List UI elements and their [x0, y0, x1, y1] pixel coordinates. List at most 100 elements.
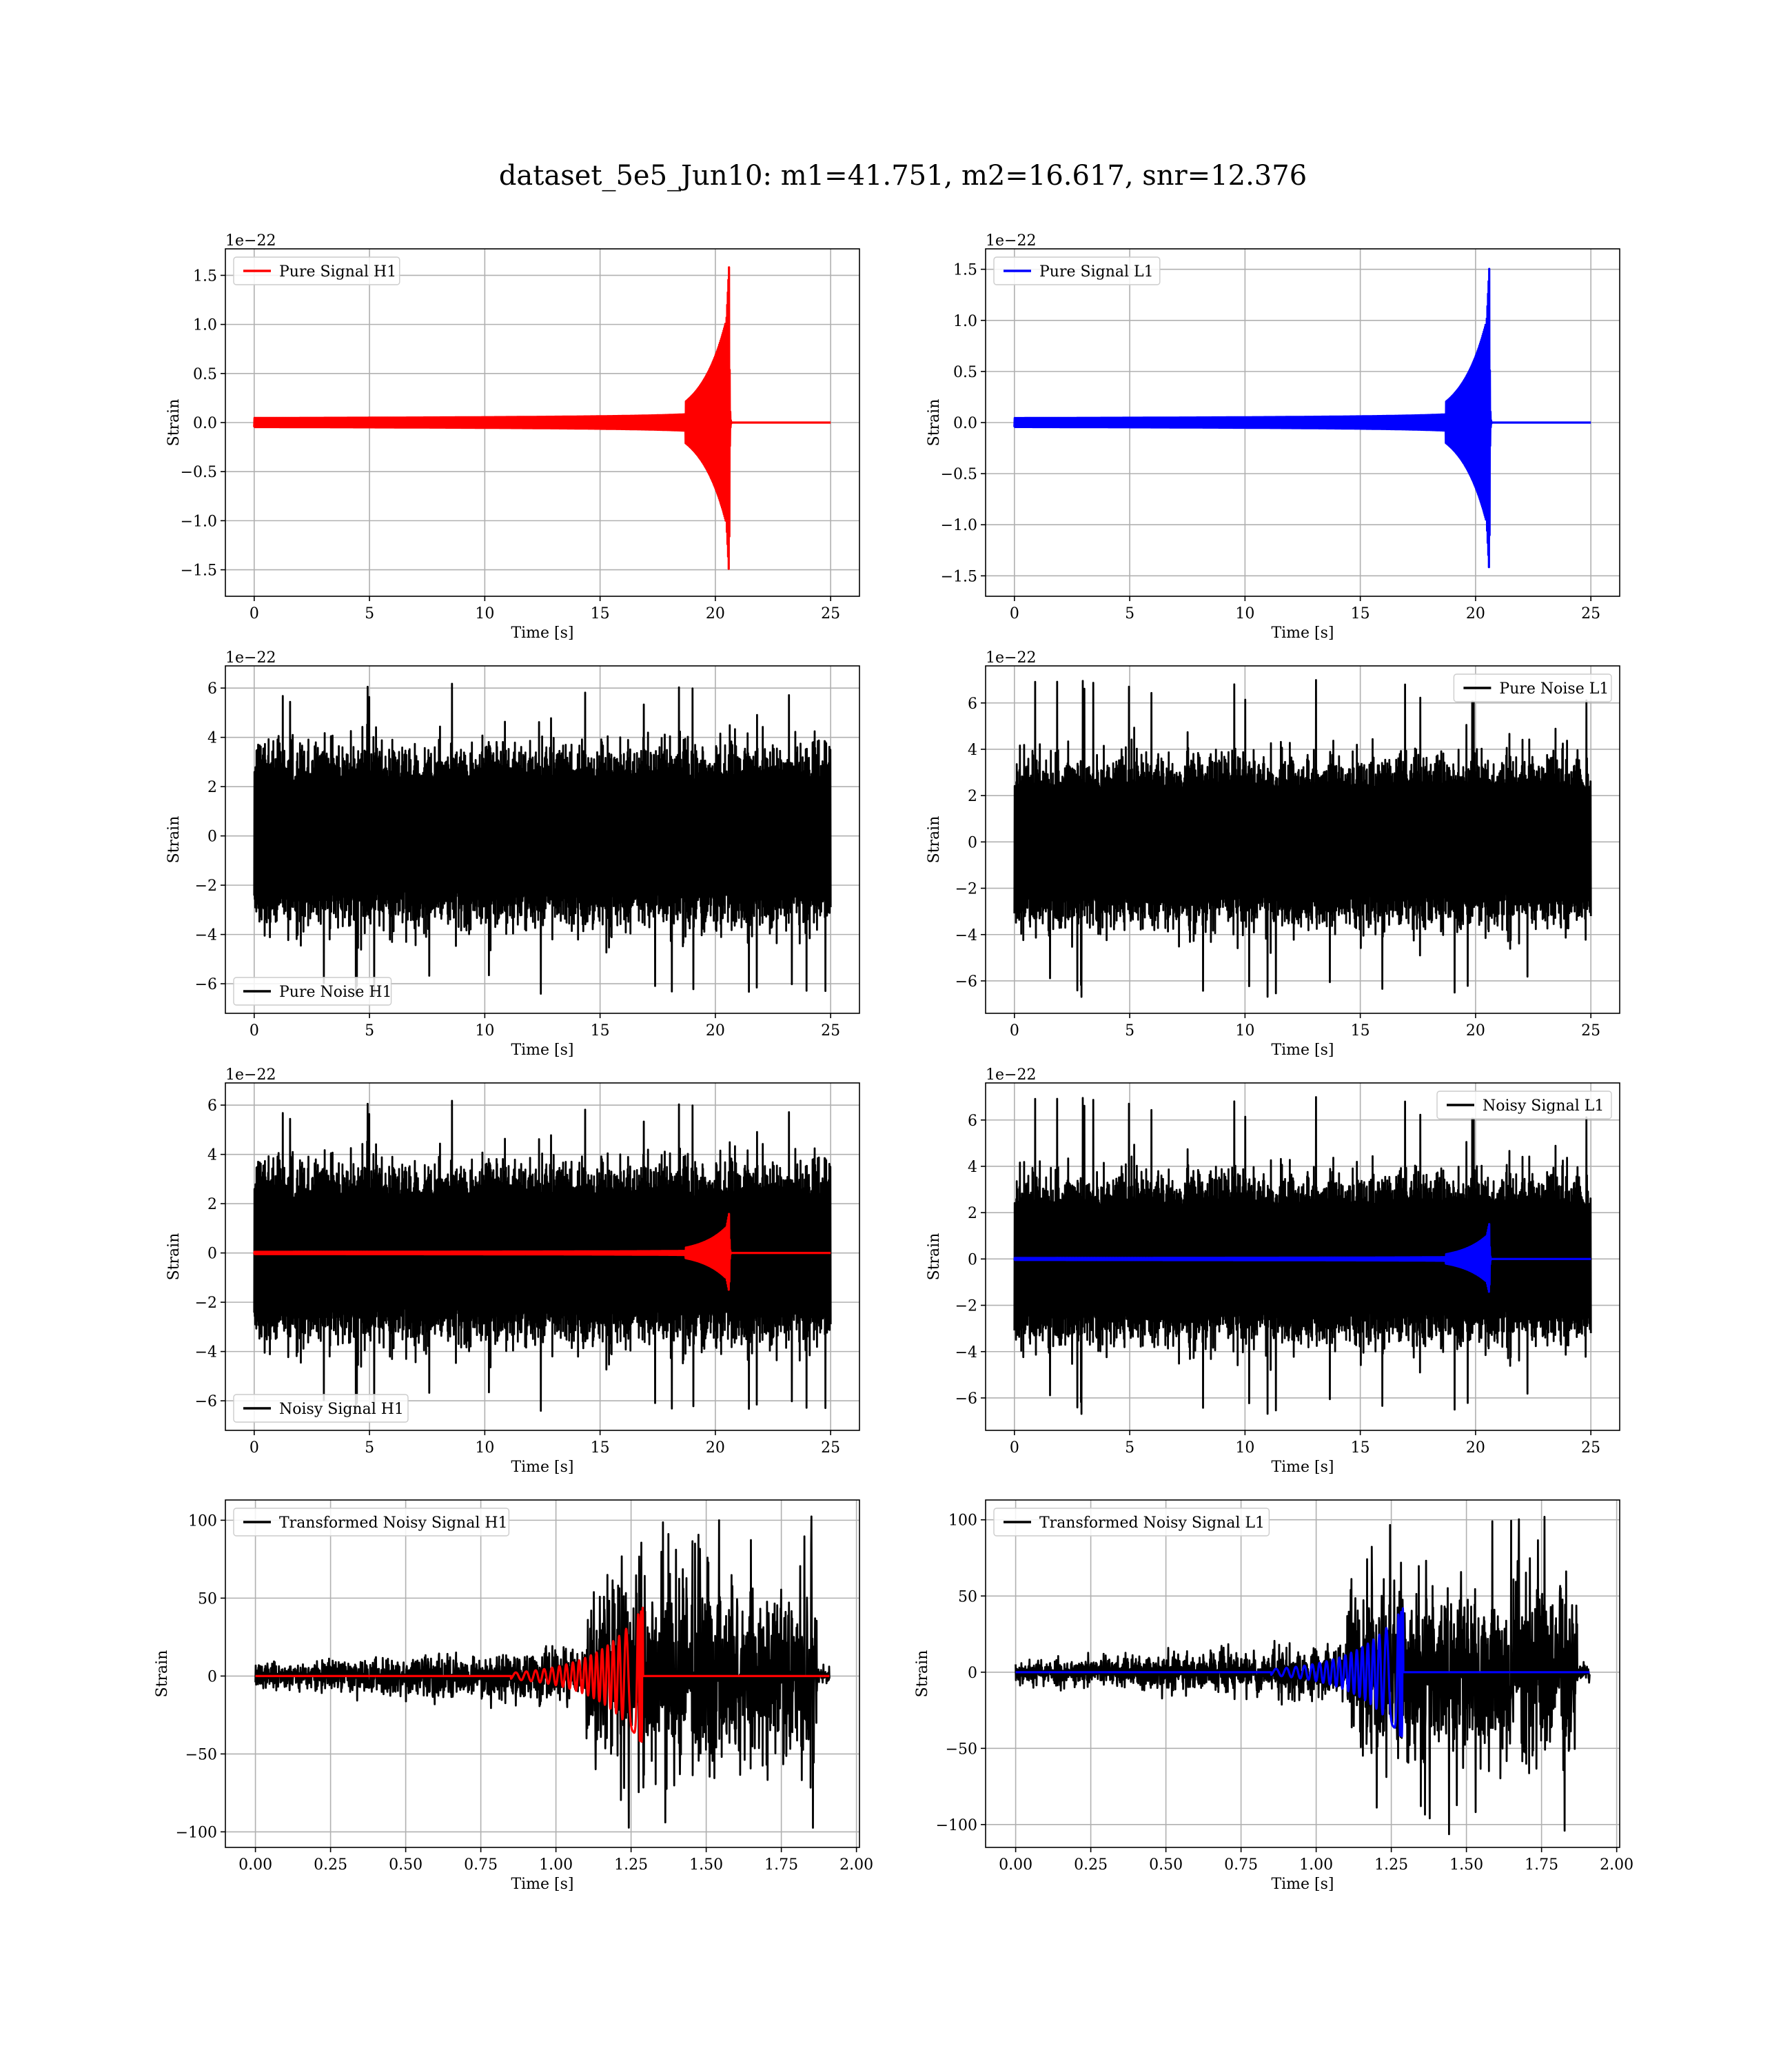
panel-bottom-right: 0.00 0.25 0.50 0.75 1.00 1.25 1.50 1.75 2.00 −100… — [914, 1499, 1633, 1893]
y-tick-label: 6 — [207, 680, 217, 698]
series-line-noisy-signal-h1 — [253, 1099, 832, 1415]
x-axis-label: Time [s] — [1271, 625, 1334, 642]
y-tick-label: −1.5 — [181, 562, 217, 580]
x-tick-label: 20 — [706, 605, 725, 622]
y-tick-label: −4 — [955, 927, 977, 944]
axes-frame — [225, 1082, 860, 1431]
axes-frame — [225, 665, 860, 1014]
y-tick-label: −50 — [185, 1746, 217, 1763]
axes-frame — [985, 1082, 1620, 1431]
y-tick-label: 1.0 — [193, 317, 217, 334]
y-offset-text: 1e−22 — [225, 1066, 276, 1084]
x-tick-label: 1.00 — [1299, 1856, 1333, 1874]
x-tick-label: 20 — [706, 1022, 725, 1040]
y-tick-label: 2 — [207, 1196, 217, 1213]
x-tick-label: 15 — [591, 1439, 610, 1457]
y-tick-label: 0 — [207, 1668, 217, 1685]
x-tick-label: 1.25 — [614, 1856, 648, 1874]
x-tick-label: 0 — [250, 1439, 259, 1457]
x-tick-label: 0.25 — [314, 1856, 347, 1874]
x-tick-label: 25 — [821, 1022, 840, 1040]
legend-frame — [993, 256, 1161, 285]
y-tick-label: 50 — [958, 1588, 977, 1605]
series-line-overlay — [1013, 1223, 1592, 1293]
y-offset-text: 1e−22 — [225, 649, 276, 667]
x-axis-label: Time [s] — [511, 1042, 573, 1059]
x-tick-label: 0.75 — [1224, 1856, 1258, 1874]
x-tick-label: 10 — [475, 1022, 494, 1040]
x-tick-label: 0.00 — [238, 1856, 272, 1874]
legend-label: Pure Signal L1 — [1039, 263, 1154, 281]
legend: Pure Signal L1 — [993, 256, 1161, 285]
y-tick-label: 2 — [968, 1205, 977, 1222]
y-tick-label: −0.5 — [941, 466, 977, 483]
y-tick-label: 0.0 — [193, 415, 217, 432]
legend-frame — [233, 1394, 409, 1423]
series-line-pure-signal-l1 — [1013, 267, 1592, 569]
y-tick-label: 2 — [968, 788, 977, 805]
x-tick-label: 10 — [475, 605, 494, 622]
x-tick-label: 15 — [1351, 605, 1370, 622]
x-axis-label: Time [s] — [1271, 1876, 1334, 1893]
y-tick-label: 50 — [198, 1590, 217, 1608]
legend-label: Pure Noise H1 — [279, 984, 392, 1001]
panel-second-right: 0 5 10 15 20 25 −6 −4 −2 0 2 4 6 Time [s] Strain 1e−22 P… — [926, 649, 1620, 1059]
axes-frame — [985, 665, 1620, 1014]
x-tick-label: 0 — [1010, 605, 1019, 622]
x-tick-label: 0.75 — [464, 1856, 498, 1874]
legend: Pure Signal H1 — [233, 256, 400, 285]
y-tick-label: 4 — [207, 730, 217, 747]
plot-series-group — [253, 1099, 832, 1415]
panel-third-left: 0 5 10 15 20 25 −6 −4 −2 0 2 4 6 Time [s] Strain 1e−22 N… — [165, 1066, 860, 1476]
y-tick-label: 2 — [207, 779, 217, 796]
y-axis-label: Strain — [926, 816, 943, 864]
x-tick-label: 1.00 — [539, 1856, 573, 1874]
y-tick-label: −1.0 — [181, 513, 217, 530]
legend-label: Pure Noise L1 — [1499, 680, 1609, 698]
x-tick-label: 15 — [591, 1022, 610, 1040]
legend-label: Pure Signal H1 — [279, 263, 396, 281]
x-tick-label: 5 — [365, 605, 374, 622]
legend-label: Noisy Signal L1 — [1483, 1097, 1604, 1115]
x-tick-label: 10 — [1235, 1439, 1254, 1457]
x-tick-label: 5 — [365, 1022, 374, 1040]
legend-frame — [233, 977, 392, 1006]
y-tick-label: −2 — [195, 1295, 217, 1312]
series-line-pure-signal-h1 — [253, 266, 832, 570]
y-offset-text: 1e−22 — [986, 649, 1036, 667]
y-tick-label: 1.5 — [953, 262, 977, 279]
series-line-pure-noise-l1 — [1013, 679, 1592, 998]
series-line-noisy-signal-l1 — [1013, 1096, 1592, 1415]
series-line-transformed-noisy-signal-l1 — [1015, 1515, 1591, 1836]
x-tick-label: 5 — [1125, 1439, 1134, 1457]
x-tick-label: 10 — [1235, 605, 1254, 622]
figure-title: dataset_5e5_Jun10: m1=41.751, m2=16.617,… — [499, 160, 1307, 192]
legend-label: Transformed Noisy Signal H1 — [279, 1514, 508, 1532]
x-tick-label: 1.50 — [1449, 1856, 1483, 1874]
x-tick-label: 25 — [821, 1439, 840, 1457]
x-tick-label: 1.25 — [1374, 1856, 1408, 1874]
y-tick-label: −100 — [936, 1817, 977, 1834]
x-tick-label: 1.75 — [1525, 1856, 1558, 1874]
x-tick-label: 20 — [706, 1439, 725, 1457]
y-tick-label: 1.5 — [193, 267, 217, 285]
y-tick-label: −6 — [955, 1390, 977, 1408]
x-tick-label: 20 — [1466, 605, 1485, 622]
x-tick-label: 10 — [475, 1439, 494, 1457]
y-tick-label: 100 — [948, 1512, 977, 1530]
y-tick-label: 0 — [968, 834, 977, 851]
x-tick-label: 15 — [1351, 1439, 1370, 1457]
x-tick-label: 10 — [1235, 1022, 1254, 1040]
x-tick-label: 0.25 — [1074, 1856, 1108, 1874]
y-tick-label: 6 — [968, 696, 977, 713]
y-tick-label: 0.5 — [193, 366, 217, 383]
legend-label: Noisy Signal H1 — [279, 1401, 404, 1418]
y-offset-text: 1e−22 — [986, 1066, 1036, 1084]
plot-series-group — [254, 1515, 831, 1829]
legend: Noisy Signal H1 — [233, 1394, 409, 1423]
series-line-overlay — [1015, 1607, 1591, 1738]
x-tick-label: 5 — [1125, 605, 1134, 622]
y-axis-label: Strain — [165, 399, 183, 447]
y-axis-label: Strain — [926, 399, 943, 447]
x-tick-label: 2.00 — [1600, 1856, 1633, 1874]
